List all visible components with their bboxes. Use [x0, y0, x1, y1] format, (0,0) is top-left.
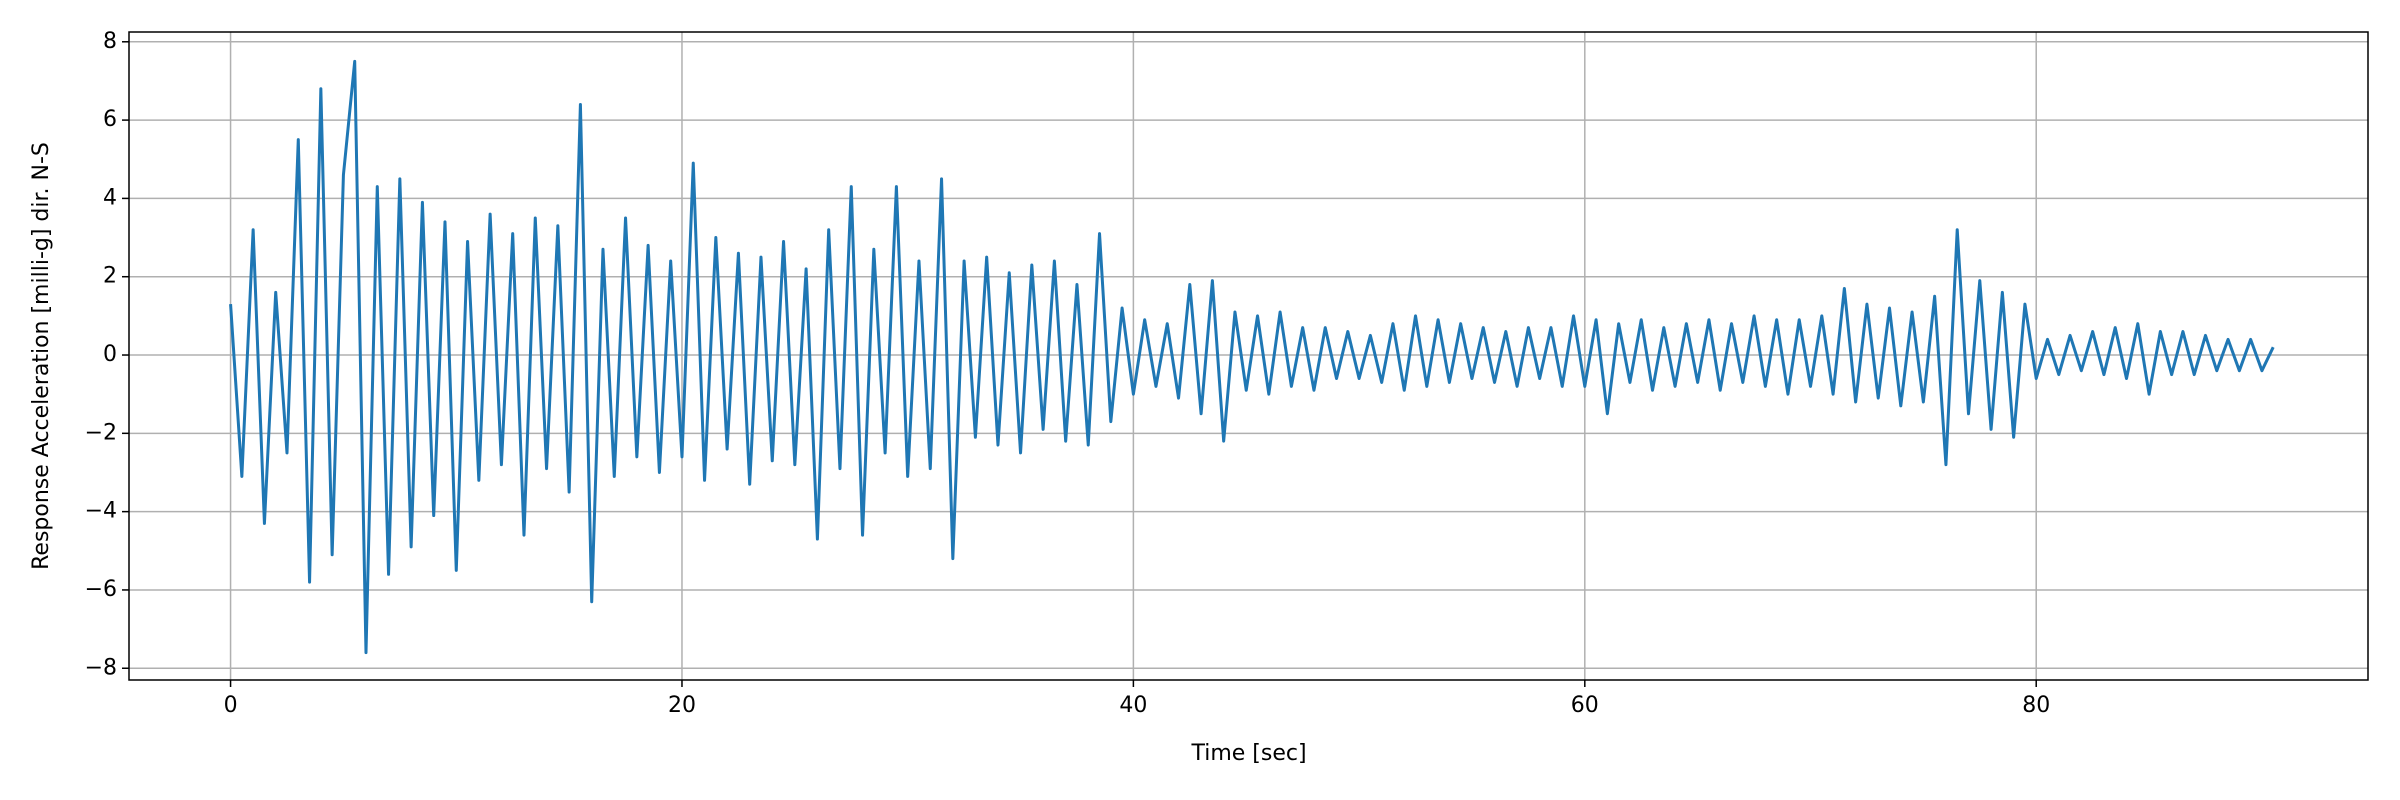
y-tick-label: −2 [85, 420, 117, 445]
x-tick-label: 40 [1119, 693, 1147, 718]
x-axis-label: Time [sec] [1190, 741, 1306, 766]
plot-frame [128, 31, 2369, 681]
y-tick-label: 0 [103, 342, 117, 367]
y-tick-label: 2 [103, 264, 117, 289]
x-tick-label: 80 [2022, 693, 2050, 718]
y-tick-label: −4 [85, 499, 117, 524]
x-tick-label: 20 [668, 693, 696, 718]
y-tick-label: 6 [103, 107, 117, 132]
y-tick-label: 8 [103, 29, 117, 54]
y-tick-label: −6 [85, 577, 117, 602]
y-axis-label: Response Acceleration [milli-g] dir. N-S [29, 142, 54, 570]
data-line [229, 59, 2275, 655]
x-tick-label: 0 [224, 693, 238, 718]
y-tick-label: 4 [103, 185, 117, 210]
y-tick-label: −8 [85, 655, 117, 680]
x-tick-label: 60 [1571, 693, 1599, 718]
